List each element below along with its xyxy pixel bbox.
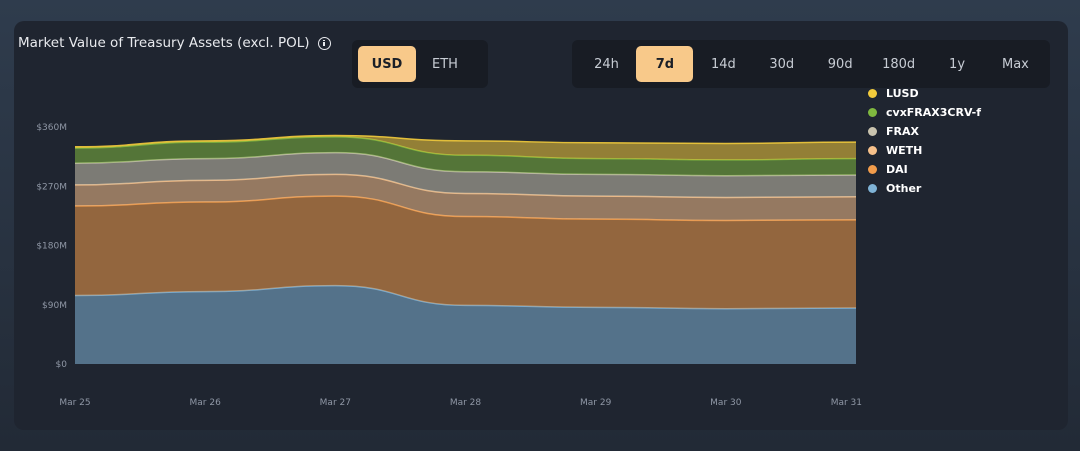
area-cvxfrax3crv-f[interactable] (75, 136, 856, 176)
legend-label: WETH (886, 144, 923, 157)
legend-item-frax[interactable]: FRAX (868, 122, 981, 141)
line-weth (74, 173, 857, 199)
x-tick-label: Mar 28 (450, 398, 482, 408)
area-weth[interactable] (75, 174, 856, 221)
range-option-max[interactable]: Max (1002, 56, 1029, 72)
info-icon[interactable] (317, 36, 331, 50)
x-tick-label: Mar 31 (831, 398, 862, 408)
range-option-1y[interactable]: 1y (949, 56, 966, 72)
legend-label: FRAX (886, 125, 919, 138)
y-tick-label: $270M (36, 182, 67, 192)
legend-item-other[interactable]: Other (868, 179, 981, 198)
legend-item-weth[interactable]: WETH (868, 141, 981, 160)
range-option-24h[interactable]: 24h (594, 56, 619, 72)
chart-title-row: Market Value of Treasury Assets (excl. P… (18, 35, 331, 51)
y-tick-label: $180M (36, 242, 67, 252)
x-tick-label: Mar 30 (710, 398, 742, 408)
x-tick-label: Mar 27 (320, 398, 351, 408)
area-frax[interactable] (75, 152, 856, 198)
legend-dot-icon (868, 127, 877, 136)
legend-label: DAI (886, 163, 908, 176)
y-tick-label: $90M (42, 301, 67, 311)
y-tick-label: $0 (56, 360, 68, 370)
x-tick-label: Mar 25 (59, 398, 90, 408)
range-option-90d[interactable]: 90d (827, 56, 853, 72)
area-other[interactable] (75, 285, 856, 364)
legend-item-lusd[interactable]: LUSD (868, 84, 981, 103)
legend-label: Other (886, 182, 922, 195)
legend-dot-icon (868, 108, 877, 117)
legend-label: cvxFRAX3CRV-f (886, 106, 982, 119)
range-option-180d[interactable]: 180d (882, 56, 916, 72)
range-option-30d[interactable]: 30d (769, 56, 795, 72)
time-range-toggle: 24h 7d 14d 30d 90d 180d 1y Max (572, 40, 1050, 88)
legend-label: LUSD (886, 87, 919, 100)
range-option-7d[interactable]: 7d (636, 46, 694, 82)
chart-legend: LUSD cvxFRAX3CRV-f FRAX WETH DAI Other (868, 84, 981, 198)
currency-option-usd[interactable]: USD (358, 46, 416, 82)
range-option-14d[interactable]: 14d (710, 56, 736, 72)
x-tick-label: Mar 26 (190, 398, 222, 408)
area-dai[interactable] (75, 196, 856, 309)
area-lusd[interactable] (75, 135, 856, 160)
line-lusd (74, 134, 857, 148)
y-tick-label: $360M (36, 123, 67, 133)
currency-toggle: USD ETH (352, 40, 488, 88)
legend-item-dai[interactable]: DAI (868, 160, 981, 179)
x-tick-label: Mar 29 (580, 398, 612, 408)
legend-dot-icon (868, 184, 877, 193)
legend-dot-icon (868, 165, 877, 174)
legend-dot-icon (868, 89, 877, 98)
currency-option-eth[interactable]: ETH (432, 56, 458, 72)
page-title: Market Value of Treasury Assets (excl. P… (18, 35, 310, 51)
legend-dot-icon (868, 146, 877, 155)
legend-item-cvxfrax3crv-f[interactable]: cvxFRAX3CRV-f (868, 103, 981, 122)
